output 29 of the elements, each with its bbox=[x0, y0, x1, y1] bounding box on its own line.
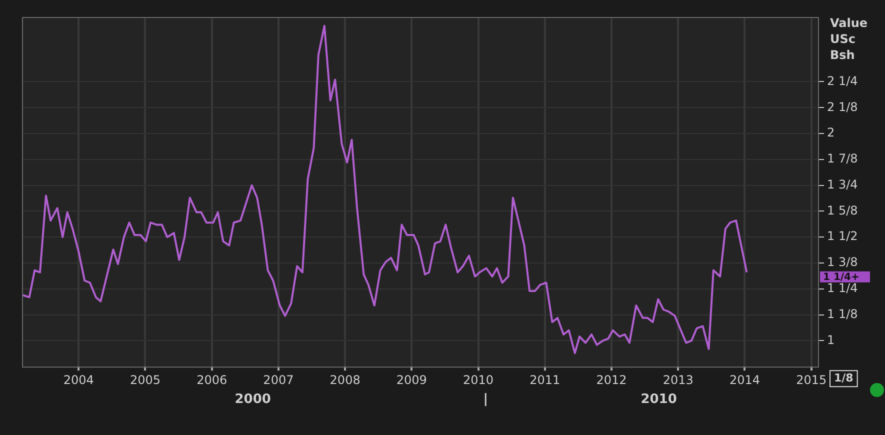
x-tick-label: 2004 bbox=[63, 372, 94, 387]
text: 2010 bbox=[640, 392, 677, 407]
y-tick-label: 2 1/8 bbox=[827, 100, 858, 114]
y-tick-label: 1 7/8 bbox=[827, 152, 858, 166]
y-tick-label: 1 3/4 bbox=[827, 177, 858, 192]
x-tick-label: 2008 bbox=[330, 372, 360, 387]
y-tick-label: 1 bbox=[827, 332, 835, 347]
y-tick-label: 1 5/8 bbox=[827, 203, 858, 218]
y-tick-label: 1 1/4 bbox=[827, 281, 858, 296]
x-tick-label: 2006 bbox=[196, 372, 228, 387]
y-tick-label: 2 bbox=[827, 126, 835, 140]
y-axis-title: Value USc Bsh bbox=[830, 16, 868, 62]
text: 1 1/4+ bbox=[823, 272, 860, 283]
y-tick-label: 1 1/2 bbox=[827, 229, 858, 244]
x-tick-label: 2012 bbox=[596, 372, 627, 387]
y-tick-label: 2 1/4 bbox=[827, 74, 858, 88]
x-tick-label: 2013 bbox=[662, 372, 694, 387]
x-tick-label: 2005 bbox=[130, 372, 161, 387]
x-tick-label: 2011 bbox=[530, 372, 560, 387]
text: | bbox=[483, 392, 488, 407]
x-tick-label: 2015 bbox=[796, 372, 827, 387]
y-tick-label: 1 1/8 bbox=[827, 306, 858, 321]
text: 1/8 bbox=[834, 371, 854, 384]
text: 2000 bbox=[234, 392, 271, 407]
x-tick-label: 2010 bbox=[463, 372, 494, 387]
x-tick-label: 2009 bbox=[396, 372, 427, 387]
y-tick-label: 1 3/8 bbox=[827, 255, 858, 270]
x-tick-label: 2007 bbox=[263, 372, 294, 387]
x-tick-label: 2014 bbox=[729, 372, 760, 387]
